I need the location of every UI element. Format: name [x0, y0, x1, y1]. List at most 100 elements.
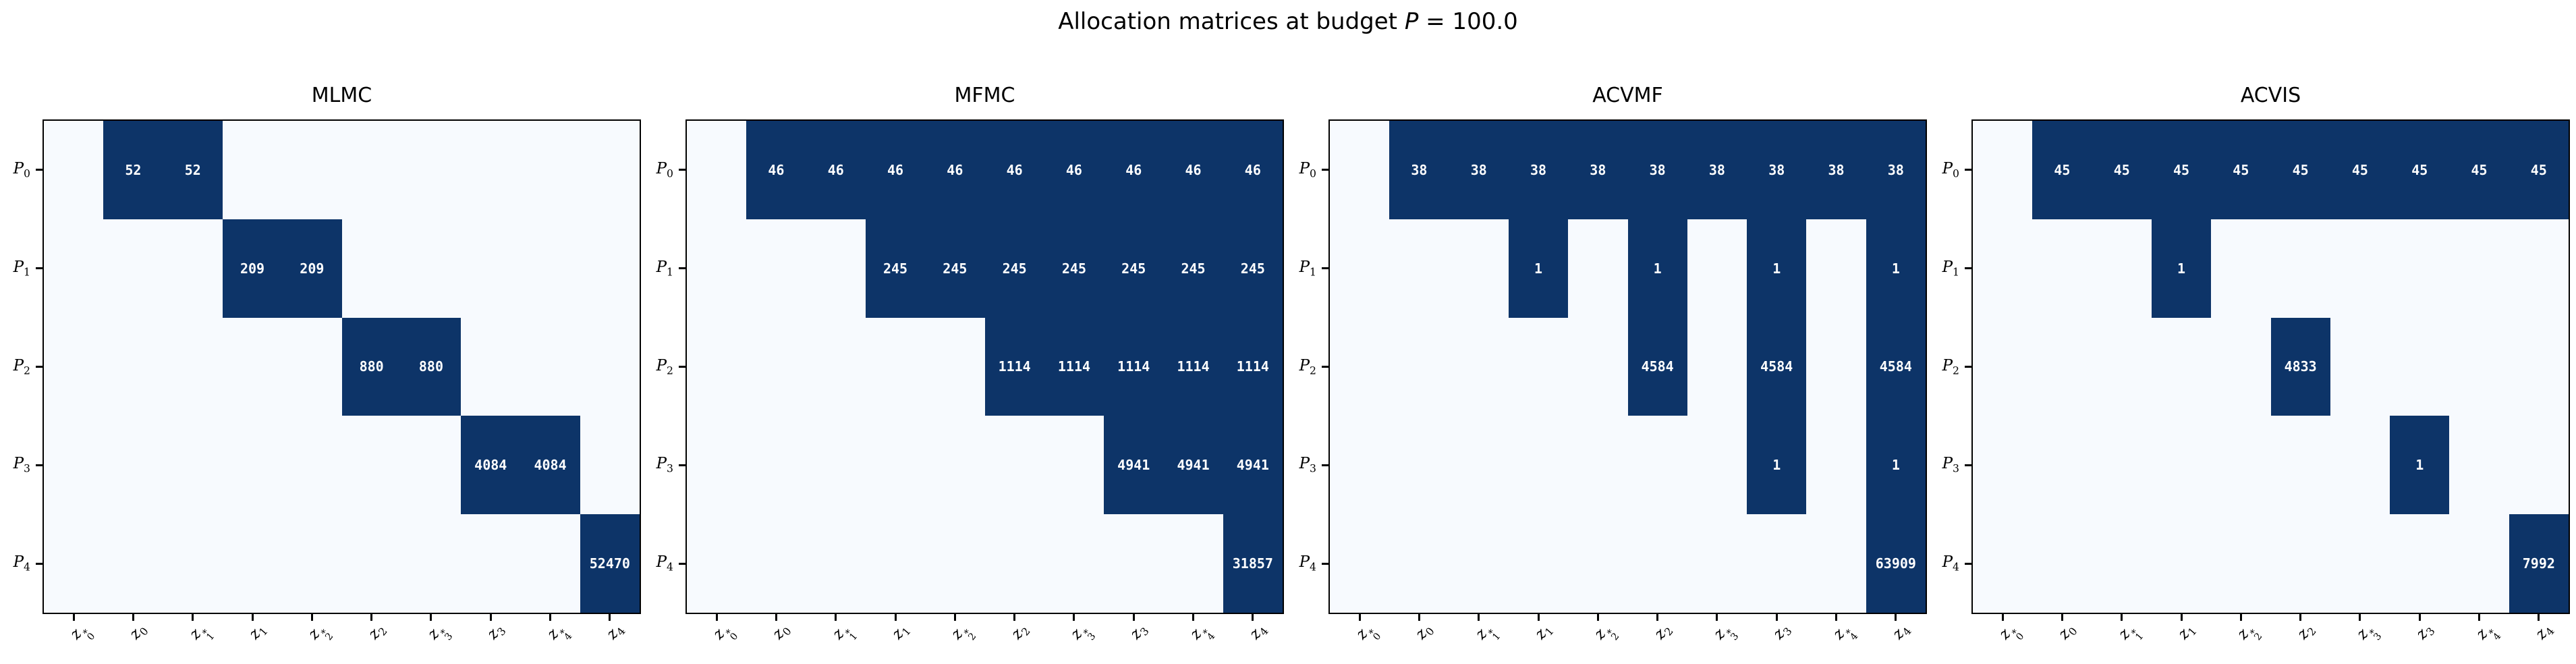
z-symbol: z — [1710, 625, 1729, 643]
z-star-sub: * 0 — [2011, 628, 2027, 642]
p-subscript: 2 — [667, 364, 673, 377]
p-subscript: 1 — [1310, 265, 1316, 279]
z-symbol: z — [1067, 625, 1086, 643]
y-tick — [1322, 169, 1328, 171]
matrix-cell: 38 — [1687, 121, 1747, 219]
matrix-cell: 4833 — [2270, 317, 2330, 416]
y-tick-label: P3 — [626, 455, 673, 475]
cell-value: 52470 — [589, 555, 630, 572]
matrix-cell: 46 — [1104, 121, 1164, 219]
panel-title: ACVMF — [1592, 84, 1663, 107]
z-symbol: z — [2353, 625, 2372, 643]
cell-value: 4084 — [474, 457, 507, 474]
cell-value: 38 — [1590, 161, 1606, 178]
y-tick — [1965, 169, 1971, 171]
y-tick — [1965, 366, 1971, 368]
cell-value: 245 — [1121, 260, 1146, 277]
matrix-cell: 1114 — [1163, 317, 1223, 416]
z-star-sub: * 4 — [1201, 628, 1217, 642]
p-symbol: P — [1299, 159, 1310, 177]
p-symbol: P — [13, 455, 24, 473]
cell-value: 46 — [1125, 161, 1142, 178]
matrix-cell: 245 — [984, 219, 1044, 318]
x-tick — [2239, 614, 2242, 621]
cell-value: 1 — [1891, 457, 1900, 474]
cell-value: 880 — [418, 358, 443, 375]
y-tick — [679, 169, 685, 171]
matrix-cell: 880 — [401, 317, 461, 416]
matrix-cell: 45 — [2211, 121, 2271, 219]
p-subscript: 0 — [24, 167, 30, 180]
heatmap-axes: 45 45 45 45 45 45 45 45 45 1 4833 1 7992 — [1971, 119, 2570, 614]
p-symbol: P — [656, 159, 667, 177]
matrix-cell: 45 — [2151, 121, 2212, 219]
x-tick — [2418, 614, 2421, 621]
cell-value: 45 — [2173, 161, 2190, 178]
p-symbol: P — [656, 553, 667, 572]
matrix-cell: 7992 — [2509, 514, 2569, 613]
x-tick — [609, 614, 611, 621]
z-star-sub: * 0 — [1368, 628, 1384, 642]
p-symbol: P — [1942, 159, 1953, 177]
y-tick-label: P2 — [1912, 357, 1959, 377]
cell-value: 45 — [2233, 161, 2249, 178]
x-tick — [835, 614, 837, 621]
z-star-sub: * 0 — [82, 628, 98, 642]
y-tick-label: P1 — [1912, 258, 1959, 279]
y-tick-label: P3 — [1269, 455, 1316, 475]
x-tick — [1656, 614, 1659, 621]
y-tick-label: P0 — [0, 160, 30, 180]
x-tick — [2478, 614, 2481, 621]
cell-value: 46 — [1065, 161, 1082, 178]
z-symbol: z — [1352, 625, 1372, 643]
figure-title-suffix: = 100.0 — [1418, 8, 1518, 35]
z-symbol: z — [543, 625, 562, 643]
z-star-sub: * 2 — [1606, 628, 1622, 642]
x-tick — [1895, 614, 1897, 621]
y-tick — [36, 562, 43, 565]
y-tick-label: P1 — [0, 258, 30, 279]
y-tick — [679, 562, 685, 565]
x-tick — [251, 614, 254, 621]
matrix-cell: 1 — [2390, 416, 2450, 515]
z-star-sub: * 2 — [2249, 628, 2265, 642]
y-tick — [36, 267, 43, 270]
z-symbol: z — [1829, 625, 1848, 643]
matrix-cell: 880 — [341, 317, 401, 416]
p-symbol: P — [1299, 553, 1310, 572]
y-tick-label: P1 — [1269, 258, 1316, 279]
matrix-cell: 4584 — [1747, 317, 1807, 416]
matrix-cell: 1114 — [1044, 317, 1104, 416]
cell-value: 38 — [1470, 161, 1487, 178]
x-tick — [72, 614, 75, 621]
cell-value: 209 — [300, 260, 325, 277]
matrix-cell: 38 — [1627, 121, 1687, 219]
cell-value: 245 — [943, 260, 968, 277]
cell-value: 46 — [768, 161, 785, 178]
cell-value: 4584 — [1879, 358, 1912, 375]
x-tick-label: z * 0 — [654, 620, 740, 664]
cell-value: 4941 — [1117, 457, 1150, 474]
cell-value: 38 — [1887, 161, 1904, 178]
cell-value: 4941 — [1177, 457, 1210, 474]
x-tick — [2299, 614, 2302, 621]
y-tick-label: P2 — [0, 357, 30, 377]
y-tick — [36, 464, 43, 466]
cell-value: 45 — [2530, 161, 2547, 178]
matrix-cell: 245 — [1104, 219, 1164, 318]
matrix-cell: 46 — [806, 121, 866, 219]
cell-value: 46 — [947, 161, 963, 178]
x-tick — [1835, 614, 1838, 621]
x-tick-label: z * 0 — [1297, 620, 1384, 664]
x-tick — [1596, 614, 1599, 621]
matrix-cell: 1114 — [984, 317, 1044, 416]
matrix-cell: 1 — [1747, 219, 1807, 318]
matrix-cell: 1 — [1508, 219, 1569, 318]
cell-value: 4584 — [1760, 358, 1793, 375]
p-subscript: 3 — [1953, 462, 1959, 475]
z-star-sub: * 2 — [963, 628, 979, 642]
p-subscript: 3 — [1310, 462, 1316, 475]
cell-value: 45 — [2054, 161, 2071, 178]
x-tick — [1073, 614, 1075, 621]
p-subscript: 2 — [24, 364, 30, 377]
